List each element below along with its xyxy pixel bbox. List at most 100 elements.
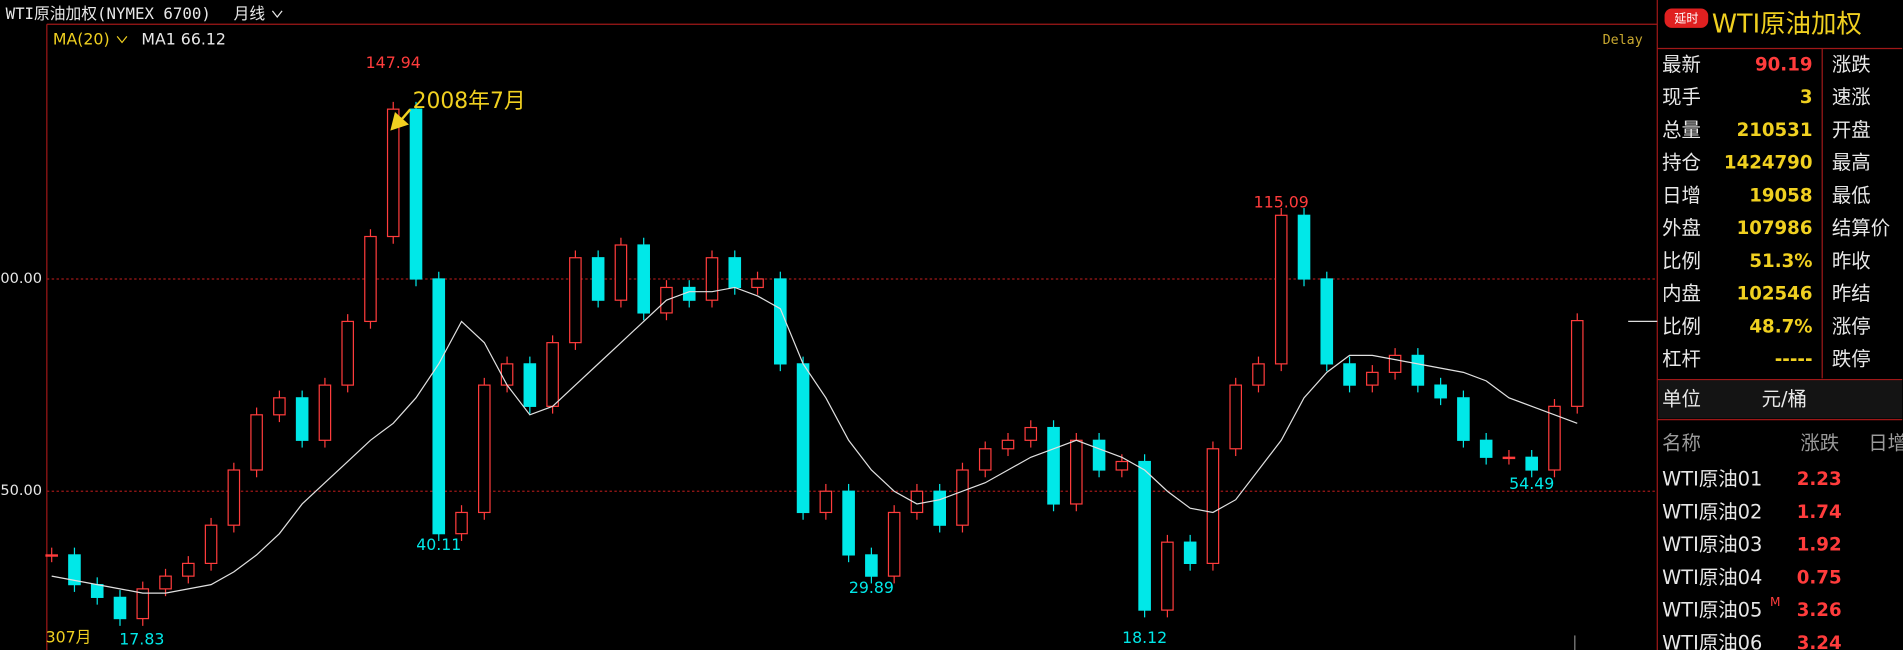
row-label: 开盘 xyxy=(1832,118,1871,141)
candle xyxy=(1115,460,1129,471)
candle xyxy=(705,257,719,301)
candle xyxy=(1252,363,1265,386)
candle xyxy=(45,554,58,557)
contract-change: 1.74 xyxy=(1797,502,1842,523)
row-value: 102546 xyxy=(1737,284,1813,305)
candle xyxy=(90,584,104,598)
candle xyxy=(1411,354,1425,386)
candle xyxy=(182,562,195,577)
contract-name[interactable]: WTI原油05 xyxy=(1662,599,1762,622)
candle xyxy=(956,469,969,526)
candle xyxy=(273,397,286,416)
candle xyxy=(295,397,309,441)
candle xyxy=(1320,278,1334,365)
candle xyxy=(1479,439,1493,458)
row-label: 持仓 xyxy=(1662,151,1701,174)
contract-change: 0.75 xyxy=(1797,567,1842,588)
main-marker: M xyxy=(1770,595,1780,609)
unit: 元/桶 xyxy=(1762,388,1807,411)
row-label: 最高 xyxy=(1832,151,1871,174)
unit-label: 单位 xyxy=(1662,388,1701,411)
row-value: ----- xyxy=(1775,349,1813,370)
ma-line xyxy=(51,286,1578,594)
row-label: 涨跌 xyxy=(1832,53,1871,76)
contract-change: 3.26 xyxy=(1797,600,1842,621)
candle xyxy=(1024,426,1038,441)
row-label: 跌停 xyxy=(1832,348,1871,371)
candle xyxy=(1161,541,1174,611)
candle xyxy=(728,257,742,289)
candle xyxy=(409,108,423,280)
chevron xyxy=(271,10,283,18)
candle xyxy=(1343,363,1356,386)
contract-change: 3.24 xyxy=(1797,633,1842,650)
candle xyxy=(364,235,377,323)
row-value: 3 xyxy=(1800,87,1813,108)
row-label: 结算价 xyxy=(1832,217,1890,240)
contract-name[interactable]: WTI原油04 xyxy=(1662,566,1762,589)
candle xyxy=(819,490,833,514)
candle xyxy=(865,554,878,577)
contract-change: 2.23 xyxy=(1797,469,1842,490)
candle xyxy=(842,490,855,556)
badge: 延时 xyxy=(1674,11,1698,25)
candle xyxy=(1070,439,1083,505)
candle xyxy=(1047,426,1060,505)
candle xyxy=(68,554,81,586)
candle xyxy=(546,342,559,407)
candle xyxy=(250,414,263,471)
candle xyxy=(386,108,400,238)
list-header: 名称 xyxy=(1662,431,1701,454)
x-label: 307月 xyxy=(46,627,92,646)
badge-bg xyxy=(1664,8,1709,28)
row-label: 总量 xyxy=(1662,118,1701,141)
annotation: 54.49 xyxy=(1509,474,1554,493)
candle xyxy=(500,363,514,386)
candle xyxy=(455,511,468,535)
contract-name[interactable]: WTI原油02 xyxy=(1662,500,1762,523)
row-label: 昨收 xyxy=(1832,249,1871,272)
candle xyxy=(591,257,605,301)
indicator[interactable]: MA(20) xyxy=(53,30,110,49)
candle xyxy=(1548,405,1561,471)
row-label: 涨停 xyxy=(1832,315,1871,338)
contract-name[interactable]: WTI原油03 xyxy=(1662,533,1762,556)
candle xyxy=(227,469,241,526)
candle xyxy=(478,384,491,514)
y-tick-label: 50.00 xyxy=(0,482,42,499)
ma-value: MA1 66.12 xyxy=(141,30,225,49)
candle xyxy=(1206,448,1220,565)
contract-change: 1.92 xyxy=(1797,535,1842,556)
candle xyxy=(1297,214,1311,280)
candle xyxy=(159,575,172,590)
chart-title: WTI原油加权(NYMEX 6700) xyxy=(6,4,211,23)
contract-name[interactable]: WTI原油06 xyxy=(1662,631,1762,650)
row-label: 杠杆 xyxy=(1662,348,1701,371)
unit-bg xyxy=(1658,379,1903,419)
candle xyxy=(1525,456,1539,471)
annotation: 115.09 xyxy=(1254,192,1309,211)
contract-name[interactable]: WTI原油01 xyxy=(1662,468,1762,491)
candle xyxy=(318,384,332,441)
row-label: 昨结 xyxy=(1832,282,1871,305)
annotation: 17.83 xyxy=(119,629,164,648)
row-label: 比例 xyxy=(1662,315,1701,338)
row-value: 1424790 xyxy=(1724,153,1813,174)
candle xyxy=(1434,384,1447,399)
candle xyxy=(1001,439,1015,450)
row-label: 日增 xyxy=(1662,184,1701,207)
y-tick-label: 00.00 xyxy=(0,270,42,287)
list-header: 涨跌 xyxy=(1800,431,1839,454)
candle xyxy=(1138,460,1151,611)
candle xyxy=(1274,214,1288,365)
candle xyxy=(910,490,924,514)
panel-title: WTI原油加权 xyxy=(1712,9,1862,39)
candle xyxy=(774,278,787,365)
note: 2008年7月 xyxy=(413,89,526,114)
delay: Delay xyxy=(1603,33,1643,48)
candle xyxy=(1502,456,1516,460)
period[interactable]: 月线 xyxy=(234,4,266,23)
candle xyxy=(933,490,946,526)
